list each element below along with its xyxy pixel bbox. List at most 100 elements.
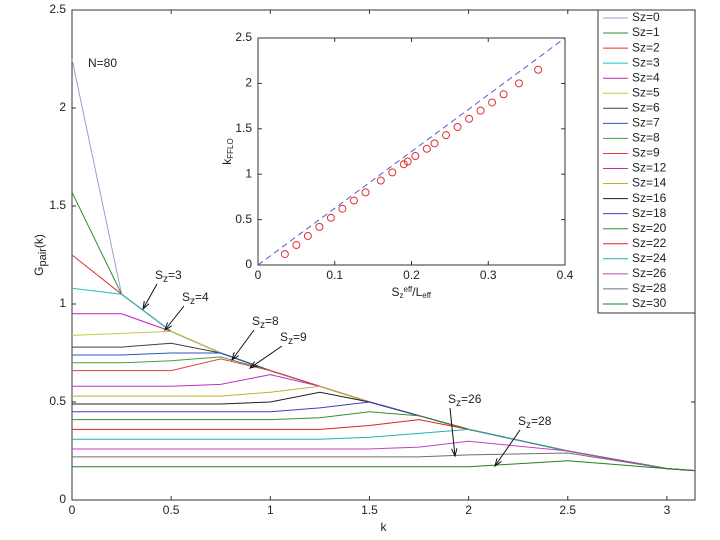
label-part: eff: [404, 285, 414, 294]
legend-label: Sz=3: [632, 55, 660, 69]
scatter-point: [338, 204, 347, 213]
y-tick-label: 1.5: [235, 121, 252, 135]
scatter-point: [442, 131, 451, 140]
x-tick-label: 0: [255, 268, 262, 282]
label-part: /L: [412, 285, 422, 299]
y-tick-label: 1: [59, 296, 66, 310]
scatter-point: [476, 106, 485, 115]
y-axis-label: kFFLO: [220, 138, 234, 164]
label-part: z: [163, 274, 168, 285]
legend-label: Sz=4: [632, 70, 660, 84]
label-part: S: [518, 414, 526, 428]
scatter-point: [349, 196, 358, 205]
legend-label: Sz=24: [632, 251, 667, 265]
y-tick-label: 0: [245, 257, 252, 271]
arrow-head: [142, 301, 150, 311]
annotation: Sz=4: [182, 290, 209, 306]
label-part: S: [448, 392, 456, 406]
legend-label: Sz=6: [632, 100, 660, 114]
series-line: [72, 452, 696, 472]
legend-label: Sz=14: [632, 176, 667, 190]
x-tick-label: 0.5: [163, 503, 180, 517]
series-line: [72, 440, 696, 472]
legend: [597, 9, 696, 314]
annotation: Sz=26: [448, 392, 482, 408]
scatter-point: [430, 139, 439, 148]
legend-label: Sz=5: [632, 85, 660, 99]
series-line: [257, 37, 566, 266]
legend-label: Sz=7: [632, 116, 660, 130]
scatter-point: [422, 144, 431, 153]
y-tick-label: 0.5: [49, 394, 66, 408]
label-part: FFLO: [226, 138, 235, 158]
label-part: =26: [461, 392, 482, 406]
label-part: z: [526, 420, 531, 431]
legend-label: Sz=16: [632, 191, 667, 205]
y-tick-label: 2: [59, 100, 66, 114]
arrow-head: [248, 361, 258, 369]
scatter-point: [514, 79, 523, 88]
x-axis-label: k: [381, 520, 388, 534]
annotation: Sz=9: [280, 330, 307, 346]
annotation: Sz=8: [252, 314, 279, 330]
x-tick-label: 1: [267, 503, 274, 517]
legend-label: Sz=22: [632, 236, 667, 250]
annotation-arrow: [449, 407, 456, 457]
arrow-head: [164, 322, 173, 332]
scatter-point: [388, 168, 397, 177]
y-tick-label: 2.5: [235, 30, 252, 44]
label-part: S: [280, 330, 288, 344]
scatter-point: [315, 222, 324, 231]
label-part: G: [32, 267, 46, 276]
legend-label: Sz=9: [632, 146, 660, 160]
y-tick-label: 1: [245, 166, 252, 180]
legend-label: Sz=2: [632, 40, 660, 54]
legend-label: Sz=1: [632, 25, 660, 39]
x-axis-label: Szeff/Leff: [392, 285, 432, 300]
annotation-arrow: [231, 329, 255, 361]
label-part: =4: [195, 290, 209, 304]
x-tick-label: 2.5: [559, 503, 576, 517]
legend-label: Sz=28: [632, 281, 667, 295]
arrow-head: [494, 458, 502, 468]
annotation-arrow: [494, 429, 521, 467]
label-part: pair: [37, 248, 49, 267]
scatter-point: [292, 241, 301, 250]
scatter-point: [453, 122, 462, 131]
x-tick-label: 0: [69, 503, 76, 517]
legend-label: Sz=30: [632, 296, 667, 310]
label-part: S: [155, 268, 163, 282]
scatter-point: [411, 152, 420, 161]
x-tick-label: 0.4: [557, 268, 574, 282]
series-line: [72, 460, 696, 472]
y-axis-label: Gpair(k): [32, 234, 49, 276]
label-part: S: [182, 290, 190, 304]
annotation: Sz=28: [518, 414, 552, 430]
y-tick-label: 1.5: [49, 198, 66, 212]
legend-label: Sz=12: [632, 161, 667, 175]
scatter-point: [303, 231, 312, 240]
y-tick-label: 2.5: [49, 2, 66, 16]
label-part: S: [252, 314, 260, 328]
x-tick-label: 2: [465, 503, 472, 517]
scatter-point: [488, 98, 497, 107]
scatter-point: [403, 157, 412, 166]
legend-label: Sz=26: [632, 266, 667, 280]
legend-label: Sz=0: [632, 10, 660, 24]
label-part: =9: [293, 330, 307, 344]
scatter-point: [499, 90, 508, 99]
legend-label: Sz=20: [632, 221, 667, 235]
label-part: =3: [168, 268, 182, 282]
label-part: z: [456, 398, 461, 409]
note: N=80: [88, 56, 117, 70]
annotation-arrow: [164, 305, 185, 331]
label-part: =28: [531, 414, 552, 428]
label-part: k: [220, 158, 234, 165]
x-tick-label: 0.1: [326, 268, 343, 282]
y-tick-label: 0: [59, 492, 66, 506]
label-part: z: [400, 291, 404, 300]
x-tick-label: 1.5: [361, 503, 378, 517]
arrow-head: [231, 352, 239, 362]
arrow-head: [451, 448, 458, 458]
